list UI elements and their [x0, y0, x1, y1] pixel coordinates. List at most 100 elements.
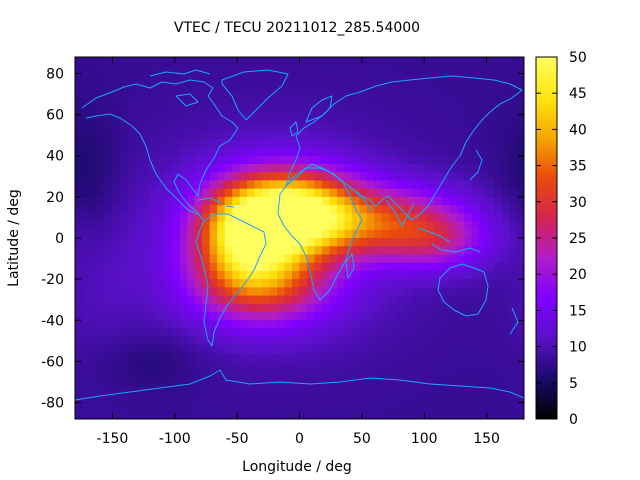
heatmap-cell: [224, 369, 233, 379]
heatmap-cell: [396, 353, 405, 363]
heatmap-cell: [224, 155, 233, 165]
heatmap-cell: [329, 344, 338, 354]
heatmap-cell: [509, 246, 518, 256]
heatmap-cell: [509, 229, 518, 239]
heatmap-cell: [277, 254, 286, 264]
heatmap-cell: [82, 163, 91, 173]
heatmap-cell: [419, 229, 428, 239]
heatmap-cell: [336, 81, 345, 91]
heatmap-cell: [306, 287, 316, 297]
heatmap-cell: [179, 377, 188, 387]
heatmap-cell: [164, 131, 173, 140]
heatmap-cell: [404, 155, 413, 165]
heatmap-cell: [501, 213, 510, 223]
heatmap-cell: [449, 328, 458, 338]
heatmap-cell: [516, 394, 524, 404]
heatmap-cell: [404, 295, 413, 305]
heatmap-cell: [277, 303, 286, 313]
heatmap-cell: [239, 131, 248, 140]
heatmap-cell: [344, 262, 353, 272]
heatmap-cell: [494, 139, 503, 149]
heatmap-cell: [75, 57, 84, 66]
heatmap-cell: [277, 98, 286, 107]
heatmap-cell: [247, 89, 256, 99]
heatmap-cell: [142, 262, 151, 272]
heatmap-cell: [119, 262, 128, 272]
heatmap-cell: [374, 73, 383, 83]
heatmap-cell: [239, 122, 248, 132]
heatmap-cell: [479, 147, 488, 157]
heatmap-cell: [97, 279, 106, 288]
heatmap-cell: [374, 312, 383, 321]
heatmap-cell: [104, 196, 114, 206]
heatmap-cell: [149, 114, 158, 124]
heatmap-cell: [217, 196, 226, 206]
heatmap-cell: [501, 73, 510, 83]
heatmap-cell: [292, 114, 301, 124]
heatmap-cell: [82, 172, 91, 182]
heatmap-cell: [202, 303, 211, 313]
heatmap-cell: [366, 65, 375, 75]
heatmap-cell: [164, 172, 173, 182]
heatmap-cell: [449, 155, 458, 165]
heatmap-cell: [127, 205, 136, 214]
heatmap-cell: [486, 336, 495, 346]
heatmap-cell: [284, 106, 293, 116]
heatmap-cell: [277, 81, 286, 91]
heatmap-cell: [104, 114, 114, 124]
heatmap-cell: [292, 270, 301, 280]
heatmap-cell: [419, 344, 428, 354]
heatmap-cell: [449, 196, 458, 206]
heatmap-cell: [336, 205, 345, 214]
heatmap-cell: [456, 377, 465, 387]
heatmap-cell: [134, 98, 143, 107]
heatmap-cell: [299, 98, 308, 107]
heatmap-cell: [344, 180, 353, 190]
heatmap-cell: [321, 122, 331, 132]
heatmap-cell: [172, 410, 181, 419]
heatmap-cell: [142, 386, 151, 395]
heatmap-cell: [351, 336, 360, 346]
heatmap-cell: [434, 377, 443, 387]
heatmap-cell: [89, 131, 99, 140]
heatmap-cell: [164, 361, 173, 371]
heatmap-cell: [404, 402, 413, 412]
heatmap-cell: [104, 344, 114, 354]
heatmap-cell: [187, 320, 196, 330]
colorbar-tick-label: 25: [569, 231, 587, 247]
heatmap-cell: [142, 155, 151, 165]
heatmap-cell: [254, 238, 263, 247]
heatmap-cell: [389, 402, 398, 412]
heatmap-cell: [119, 320, 128, 330]
heatmap-cell: [479, 131, 488, 140]
x-tick-label: -100: [159, 431, 191, 447]
heatmap-cell: [112, 246, 121, 256]
heatmap-cell: [127, 246, 136, 256]
heatmap-cell: [82, 303, 91, 313]
heatmap-cell: [464, 361, 473, 371]
heatmap-cell: [344, 205, 353, 214]
heatmap-cell: [404, 262, 413, 272]
heatmap-cell: [187, 114, 196, 124]
heatmap-cell: [127, 213, 136, 223]
heatmap-cell: [494, 221, 503, 231]
heatmap-cell: [157, 205, 166, 214]
heatmap-cell: [434, 65, 443, 75]
heatmap-cell: [254, 180, 263, 190]
heatmap-cell: [434, 106, 443, 116]
heatmap-cell: [329, 180, 338, 190]
heatmap-cell: [404, 81, 413, 91]
heatmap-cell: [479, 246, 488, 256]
heatmap-cell: [314, 369, 323, 379]
heatmap-cell: [374, 287, 383, 297]
heatmap-cell: [411, 320, 420, 330]
heatmap-cell: [351, 295, 360, 305]
heatmap-cell: [202, 394, 211, 404]
heatmap-cell: [262, 89, 271, 99]
heatmap-cell: [381, 213, 390, 223]
heatmap-cell: [441, 344, 450, 354]
heatmap-cell: [134, 221, 143, 231]
heatmap-cell: [374, 188, 383, 198]
heatmap-cell: [336, 172, 345, 182]
heatmap-cell: [501, 386, 510, 395]
